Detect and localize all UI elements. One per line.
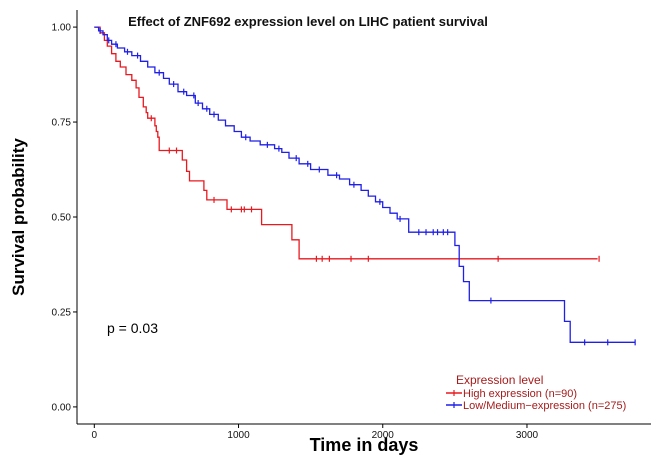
legend: Expression level High expression (n=90) … <box>446 373 626 412</box>
x-axis-title: Time in days <box>310 435 419 455</box>
plot-area: 0.00 0.25 0.50 0.75 1.00 0 1000 2000 3000 <box>52 10 651 441</box>
p-value-annotation: p = 0.03 <box>107 320 158 336</box>
x-tick-label: 1000 <box>227 430 250 441</box>
y-tick-label: 1.00 <box>52 23 72 34</box>
y-tick-label: 0.00 <box>52 402 72 413</box>
legend-title: Expression level <box>456 373 543 387</box>
x-tick-label: 3000 <box>516 430 539 441</box>
y-axis-title: Survival probability <box>9 138 28 296</box>
survival-curves <box>94 26 636 346</box>
legend-label-low-medium: Low/Medium−expression (n=275) <box>463 400 626 412</box>
legend-label-high: High expression (n=90) <box>463 388 577 400</box>
survival-curve-low-medium <box>94 26 636 343</box>
chart-title: Effect of ZNF692 expression level on LIH… <box>128 14 488 29</box>
y-tick-label: 0.50 <box>52 213 72 224</box>
survival-curve-high <box>94 26 598 260</box>
y-tick-label: 0.25 <box>52 307 72 318</box>
axis-ticks: 0.00 0.25 0.50 0.75 1.00 0 1000 2000 3000 <box>52 23 539 441</box>
y-tick-label: 0.75 <box>52 118 72 129</box>
x-tick-label: 2000 <box>372 430 395 441</box>
x-tick-label: 0 <box>92 430 98 441</box>
